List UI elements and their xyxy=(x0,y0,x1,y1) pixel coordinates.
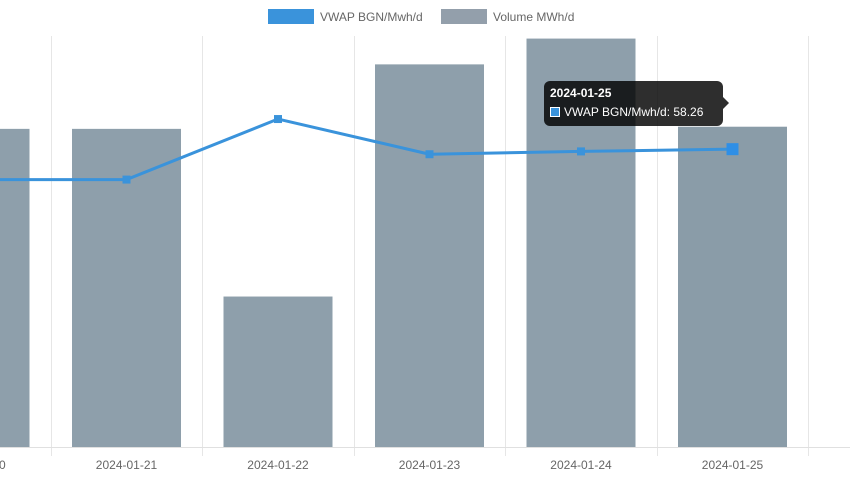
legend-label-volume[interactable]: Volume MWh/d xyxy=(493,10,574,24)
vwap-point[interactable] xyxy=(122,175,131,184)
x-tick-label: 2024-01-22 xyxy=(247,458,309,472)
tooltip-row: VWAP BGN/Mwh/d: 58.26 xyxy=(550,104,717,120)
tooltip-swatch xyxy=(550,107,560,117)
x-tick-label: 2024-01-25 xyxy=(702,458,764,472)
tooltip-caret xyxy=(723,97,729,109)
tooltip-label: VWAP BGN/Mwh/d: 58.26 xyxy=(564,105,704,119)
vwap-line-path xyxy=(0,117,733,182)
legend[interactable]: VWAP BGN/Mwh/d Volume MWh/d xyxy=(268,9,574,24)
x-tick-label: 2024-01-24 xyxy=(550,458,612,472)
x-tick-label: 2024-01-20 xyxy=(0,458,6,472)
vwap-point[interactable] xyxy=(577,147,585,156)
volume-bar[interactable] xyxy=(223,296,333,447)
legend-label-vwap[interactable]: VWAP BGN/Mwh/d xyxy=(320,10,423,24)
tooltip: 2024-01-25 VWAP BGN/Mwh/d: 58.26 xyxy=(544,81,729,126)
legend-swatch-volume[interactable] xyxy=(441,9,487,24)
x-tick-label: 2024-01-23 xyxy=(399,458,461,472)
volume-bar[interactable] xyxy=(375,64,484,447)
volume-bar[interactable] xyxy=(678,126,787,447)
tooltip-title: 2024-01-25 xyxy=(550,86,612,100)
x-axis: 2024-01-20 2024-01-21 2024-01-22 2024-01-23… xyxy=(0,447,850,472)
vwap-point[interactable] xyxy=(425,150,434,159)
legend-swatch-vwap[interactable] xyxy=(268,9,314,24)
vwap-point[interactable] xyxy=(726,143,739,156)
x-tick-label: 2024-01-21 xyxy=(96,458,158,472)
vwap-line xyxy=(0,115,739,184)
volume-bar[interactable] xyxy=(0,128,30,447)
vwap-point[interactable] xyxy=(274,115,282,124)
